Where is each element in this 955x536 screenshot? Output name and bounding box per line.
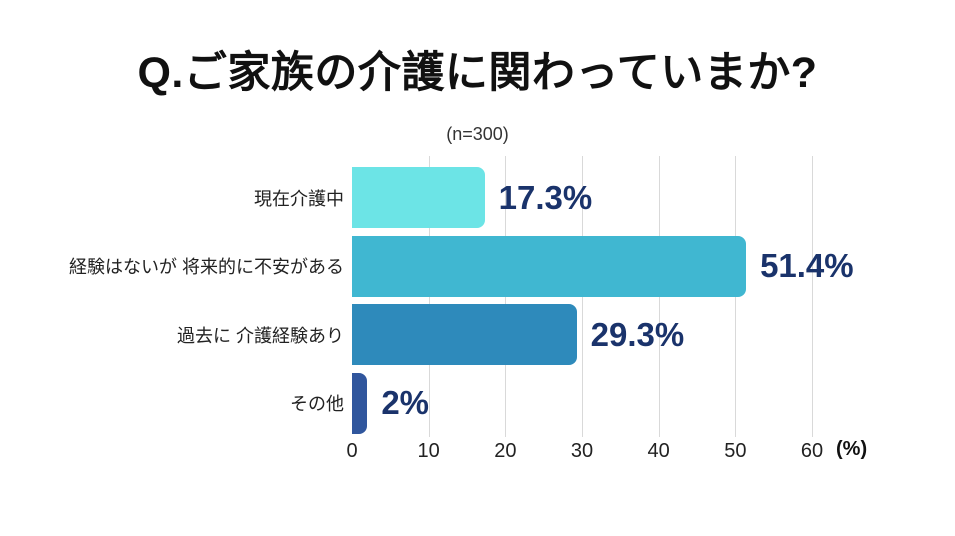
x-tick-label-20: 20 bbox=[494, 440, 517, 462]
category-label-3: その他 bbox=[290, 394, 344, 415]
x-axis-unit-label: (%) bbox=[836, 438, 868, 460]
bar-3 bbox=[352, 372, 368, 434]
bar-0 bbox=[352, 167, 485, 228]
value-label-3: 2% bbox=[381, 384, 430, 422]
sample-size-label: (n=300) bbox=[446, 124, 509, 144]
value-label-1: 51.4% bbox=[760, 247, 854, 285]
x-tick-label-30: 30 bbox=[570, 440, 594, 462]
gridline-60 bbox=[812, 156, 813, 437]
x-tick-label-10: 10 bbox=[417, 440, 440, 462]
x-tick-label-50: 50 bbox=[724, 440, 747, 462]
bar-2 bbox=[352, 304, 577, 366]
x-tick-label-0: 0 bbox=[346, 440, 358, 462]
chart-title: Q.ご家族の介護に関わっていまか? bbox=[137, 49, 818, 97]
plot-area: 17.3% 51.4% 29.3% 2% bbox=[352, 156, 854, 437]
category-label-0: 現在介護中 bbox=[254, 188, 344, 209]
category-label-2: 過去に 介護経験あり bbox=[176, 325, 344, 346]
x-tick-label-60: 60 bbox=[800, 440, 824, 462]
value-label-0: 17.3% bbox=[498, 178, 593, 216]
bar-1 bbox=[352, 235, 747, 297]
value-label-2: 29.3% bbox=[590, 315, 685, 353]
category-label-1: 経験はないが 将来的に不安がある bbox=[69, 257, 344, 278]
x-tick-label-40: 40 bbox=[647, 440, 670, 462]
